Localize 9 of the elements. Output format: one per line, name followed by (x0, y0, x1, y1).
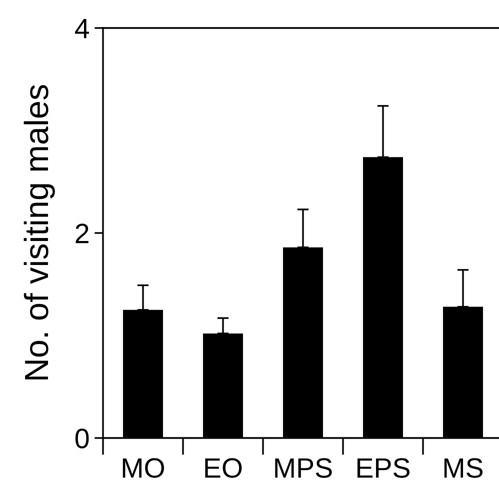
x-tick-label: MS (444, 458, 483, 478)
x-tick-label: EPS (357, 458, 410, 478)
y-tick-label: 0 (75, 428, 89, 448)
x-tick-label: MO (122, 458, 164, 478)
y-tick-label: 2 (76, 224, 88, 244)
x-tick-label: MPS (275, 458, 332, 478)
x-tick-label: EO (205, 458, 242, 478)
y-axis-title: No. of visiting males (24, 85, 55, 380)
y-tick-label: 4 (74, 18, 89, 38)
